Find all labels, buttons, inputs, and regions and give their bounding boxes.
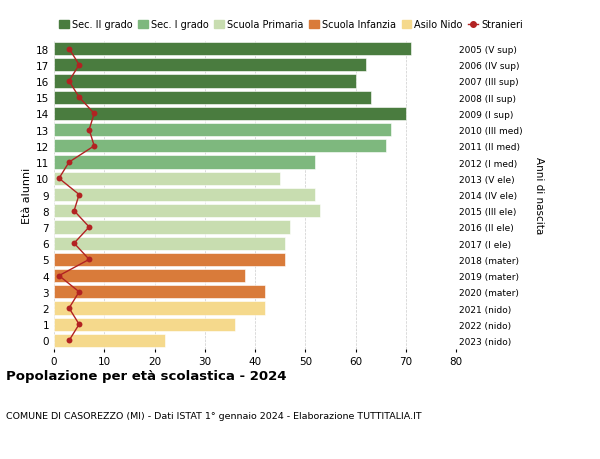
Point — [74, 289, 84, 296]
Point — [85, 127, 94, 134]
Bar — [54, 237, 285, 250]
Bar — [54, 221, 290, 234]
Bar — [54, 91, 371, 105]
Point — [74, 321, 84, 328]
Y-axis label: Anni di nascita: Anni di nascita — [533, 157, 544, 234]
Bar — [54, 253, 285, 267]
Point — [54, 175, 64, 183]
Point — [64, 337, 74, 344]
Point — [85, 224, 94, 231]
Bar — [54, 189, 316, 202]
Bar — [54, 140, 386, 153]
Point — [74, 62, 84, 69]
Point — [89, 111, 99, 118]
Point — [64, 78, 74, 85]
Bar — [54, 107, 406, 121]
Bar — [54, 59, 365, 72]
Bar — [54, 285, 265, 299]
Point — [85, 256, 94, 263]
Bar — [54, 205, 320, 218]
Bar — [54, 334, 164, 347]
Bar — [54, 75, 355, 89]
Text: COMUNE DI CASOREZZO (MI) - Dati ISTAT 1° gennaio 2024 - Elaborazione TUTTITALIA.: COMUNE DI CASOREZZO (MI) - Dati ISTAT 1°… — [6, 411, 422, 420]
Point — [70, 207, 79, 215]
Point — [64, 46, 74, 53]
Bar — [54, 43, 411, 56]
Point — [74, 94, 84, 101]
Point — [74, 191, 84, 199]
Bar — [54, 318, 235, 331]
Point — [54, 272, 64, 280]
Point — [64, 159, 74, 166]
Bar — [54, 302, 265, 315]
Bar — [54, 156, 316, 169]
Legend: Sec. II grado, Sec. I grado, Scuola Primaria, Scuola Infanzia, Asilo Nido, Stran: Sec. II grado, Sec. I grado, Scuola Prim… — [59, 20, 523, 30]
Bar — [54, 172, 280, 185]
Bar — [54, 123, 391, 137]
Point — [64, 305, 74, 312]
Y-axis label: Età alunni: Età alunni — [22, 167, 32, 223]
Point — [70, 240, 79, 247]
Text: Popolazione per età scolastica - 2024: Popolazione per età scolastica - 2024 — [6, 369, 287, 382]
Bar — [54, 269, 245, 283]
Point — [89, 143, 99, 150]
